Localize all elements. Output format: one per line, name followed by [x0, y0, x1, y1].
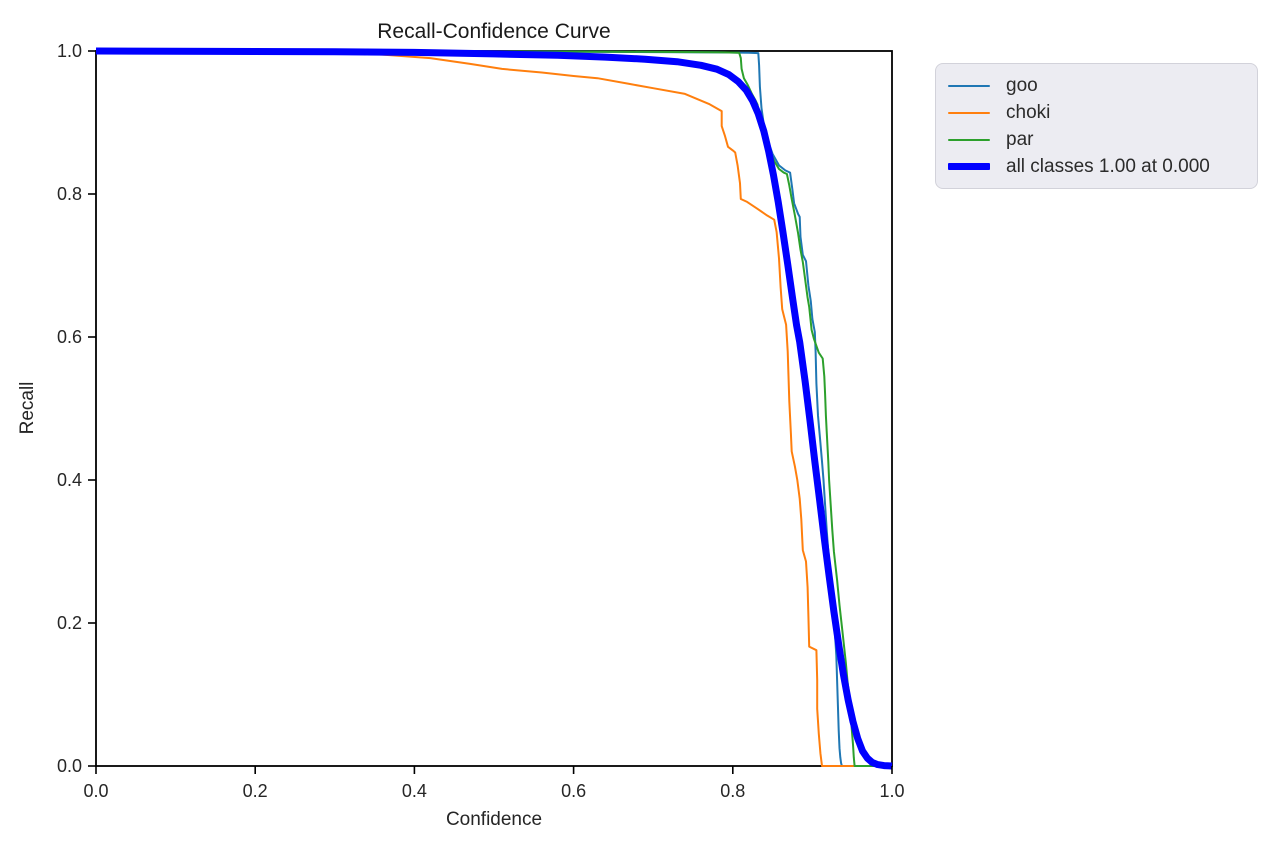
curve-par [96, 50, 892, 767]
curve-choki [95, 50, 892, 767]
x-tick-label: 0.2 [243, 781, 268, 801]
x-tick-label: 0.8 [720, 781, 745, 801]
legend-label-par: par [1006, 129, 1034, 150]
x-tick-label: 0.4 [402, 781, 427, 801]
legend-label-all-classes: all classes 1.00 at 0.000 [1006, 156, 1210, 177]
chart-title: Recall-Confidence Curve [377, 20, 610, 43]
legend-item-choki: choki [948, 99, 1245, 126]
y-tick-label: 0.8 [57, 184, 82, 204]
x-axis-ticks: 0.0 0.2 0.4 0.6 0.8 1.0 [83, 766, 905, 801]
y-tick-label: 0.6 [57, 327, 82, 347]
legend-line-sample-goo [948, 84, 990, 87]
legend-item-goo: goo [948, 72, 1245, 99]
y-axis-ticks: 0.0 0.2 0.4 0.6 0.8 1.0 [57, 41, 96, 776]
y-tick-label: 0.2 [57, 613, 82, 633]
y-tick-label: 0.0 [57, 756, 82, 776]
x-axis-label: Confidence [446, 809, 542, 830]
x-tick-label: 0.6 [561, 781, 586, 801]
legend-label-goo: goo [1006, 75, 1038, 96]
y-tick-label: 1.0 [57, 41, 82, 61]
y-axis-label: Recall [17, 382, 38, 435]
x-tick-label: 0.0 [83, 781, 108, 801]
y-tick-label: 0.4 [57, 470, 82, 490]
legend-item-par: par [948, 126, 1245, 153]
legend-line-sample-par [948, 138, 990, 141]
x-tick-label: 1.0 [879, 781, 904, 801]
legend: goo choki par all classes 1.00 at 0.000 [935, 63, 1258, 189]
legend-line-sample-all-classes [948, 163, 990, 170]
legend-item-all-classes: all classes 1.00 at 0.000 [948, 153, 1245, 180]
legend-line-sample-choki [948, 111, 990, 114]
curves-layer [95, 47, 893, 770]
legend-label-choki: choki [1006, 102, 1051, 123]
curve-all-classes-1-00-at-0-000 [95, 47, 893, 770]
